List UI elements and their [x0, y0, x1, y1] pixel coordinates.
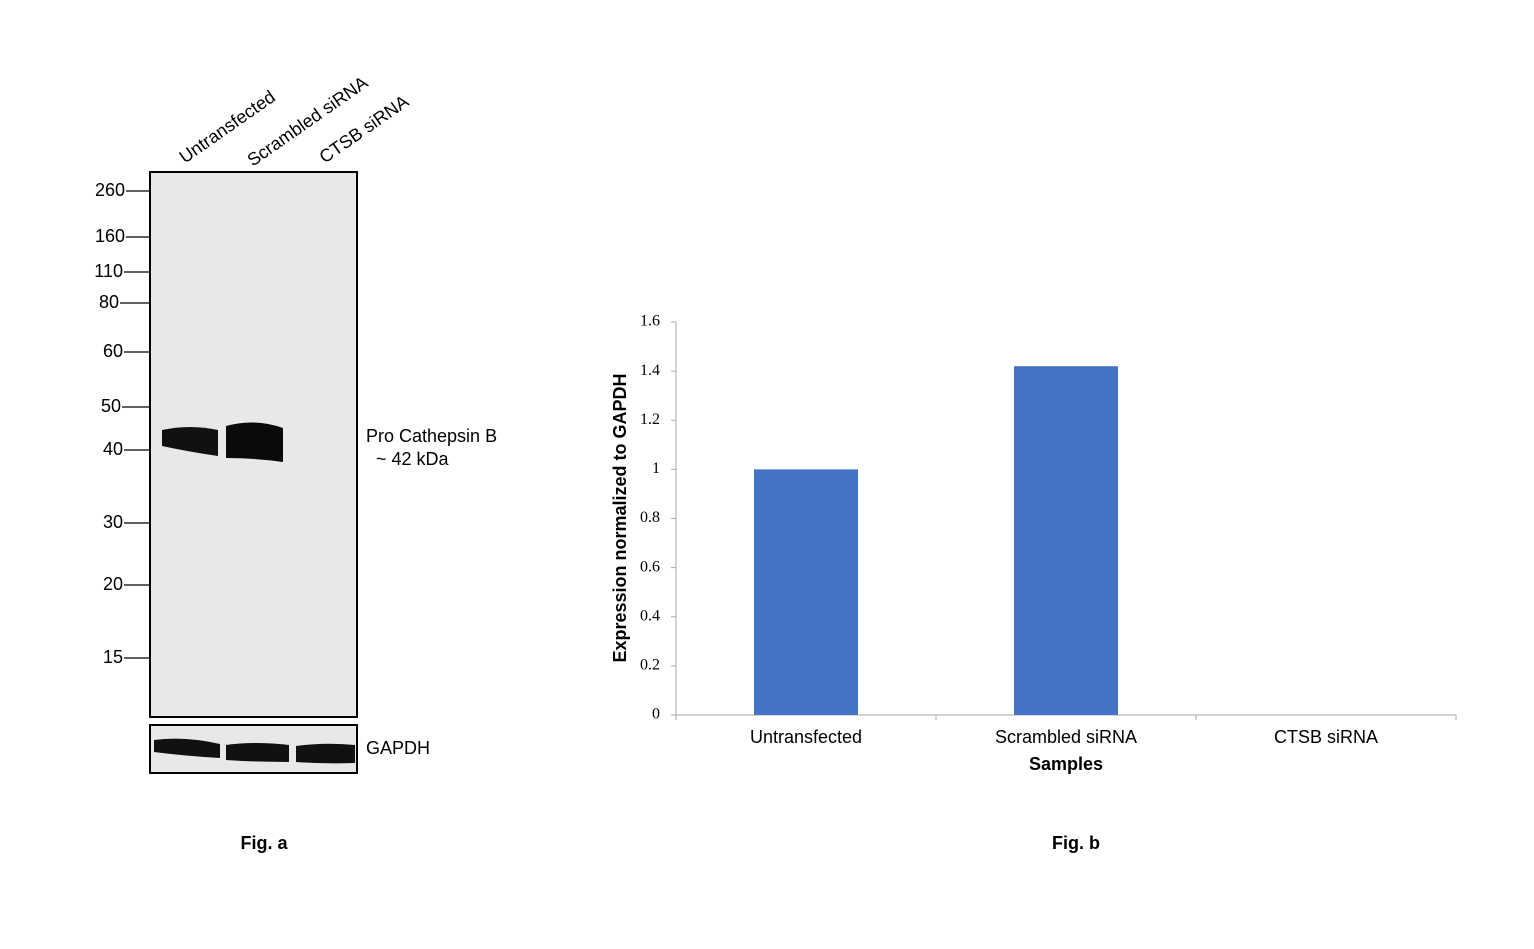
- loading-control-label: GAPDH: [366, 738, 430, 758]
- y-tick-label: 1.4: [640, 362, 660, 379]
- x-tick-label: Scrambled siRNA: [995, 727, 1137, 747]
- marker-label: 60: [103, 341, 123, 361]
- marker-label: 20: [103, 574, 123, 594]
- band-label: Pro Cathepsin B: [366, 426, 497, 446]
- marker-label: 40: [103, 439, 123, 459]
- y-tick-label: 1.2: [640, 411, 660, 428]
- marker-label: 110: [94, 261, 123, 281]
- band-size: ~ 42 kDa: [376, 449, 450, 469]
- x-tick-label: Untransfected: [750, 727, 862, 747]
- marker-label: 260: [95, 180, 125, 200]
- y-tick-label: 0.4: [640, 607, 660, 624]
- y-tick-label: 1.6: [640, 313, 660, 330]
- marker-label: 15: [103, 647, 123, 667]
- marker-label: 30: [103, 512, 123, 532]
- x-tick-label: CTSB siRNA: [1274, 727, 1378, 747]
- band: [226, 422, 283, 462]
- marker-label: 50: [101, 396, 121, 416]
- band: [226, 743, 289, 762]
- bar: [754, 469, 858, 715]
- marker-label: 160: [95, 226, 125, 246]
- y-tick-label: 0.2: [640, 657, 660, 674]
- y-tick-label: 0.8: [640, 509, 660, 526]
- bar-chart: Expression normalized to GAPDH Samples F…: [610, 313, 1457, 853]
- figure-label: Fig. b: [1052, 833, 1100, 853]
- band: [154, 738, 220, 758]
- y-tick-label: 0: [652, 706, 660, 723]
- x-axis-label: Samples: [1029, 754, 1103, 774]
- figure-label: Fig. a: [240, 833, 288, 853]
- blot-panel: Untransfected Scrambled siRNA CTSB siRNA…: [94, 72, 497, 852]
- band: [162, 427, 218, 456]
- marker-label: 80: [99, 292, 119, 312]
- band: [296, 743, 355, 764]
- lane-label: Scrambled siRNA: [244, 72, 372, 170]
- bar: [1014, 366, 1118, 715]
- y-tick-label: 1: [652, 460, 660, 477]
- y-tick-label: 0.6: [640, 558, 660, 575]
- y-axis-label: Expression normalized to GAPDH: [610, 373, 630, 662]
